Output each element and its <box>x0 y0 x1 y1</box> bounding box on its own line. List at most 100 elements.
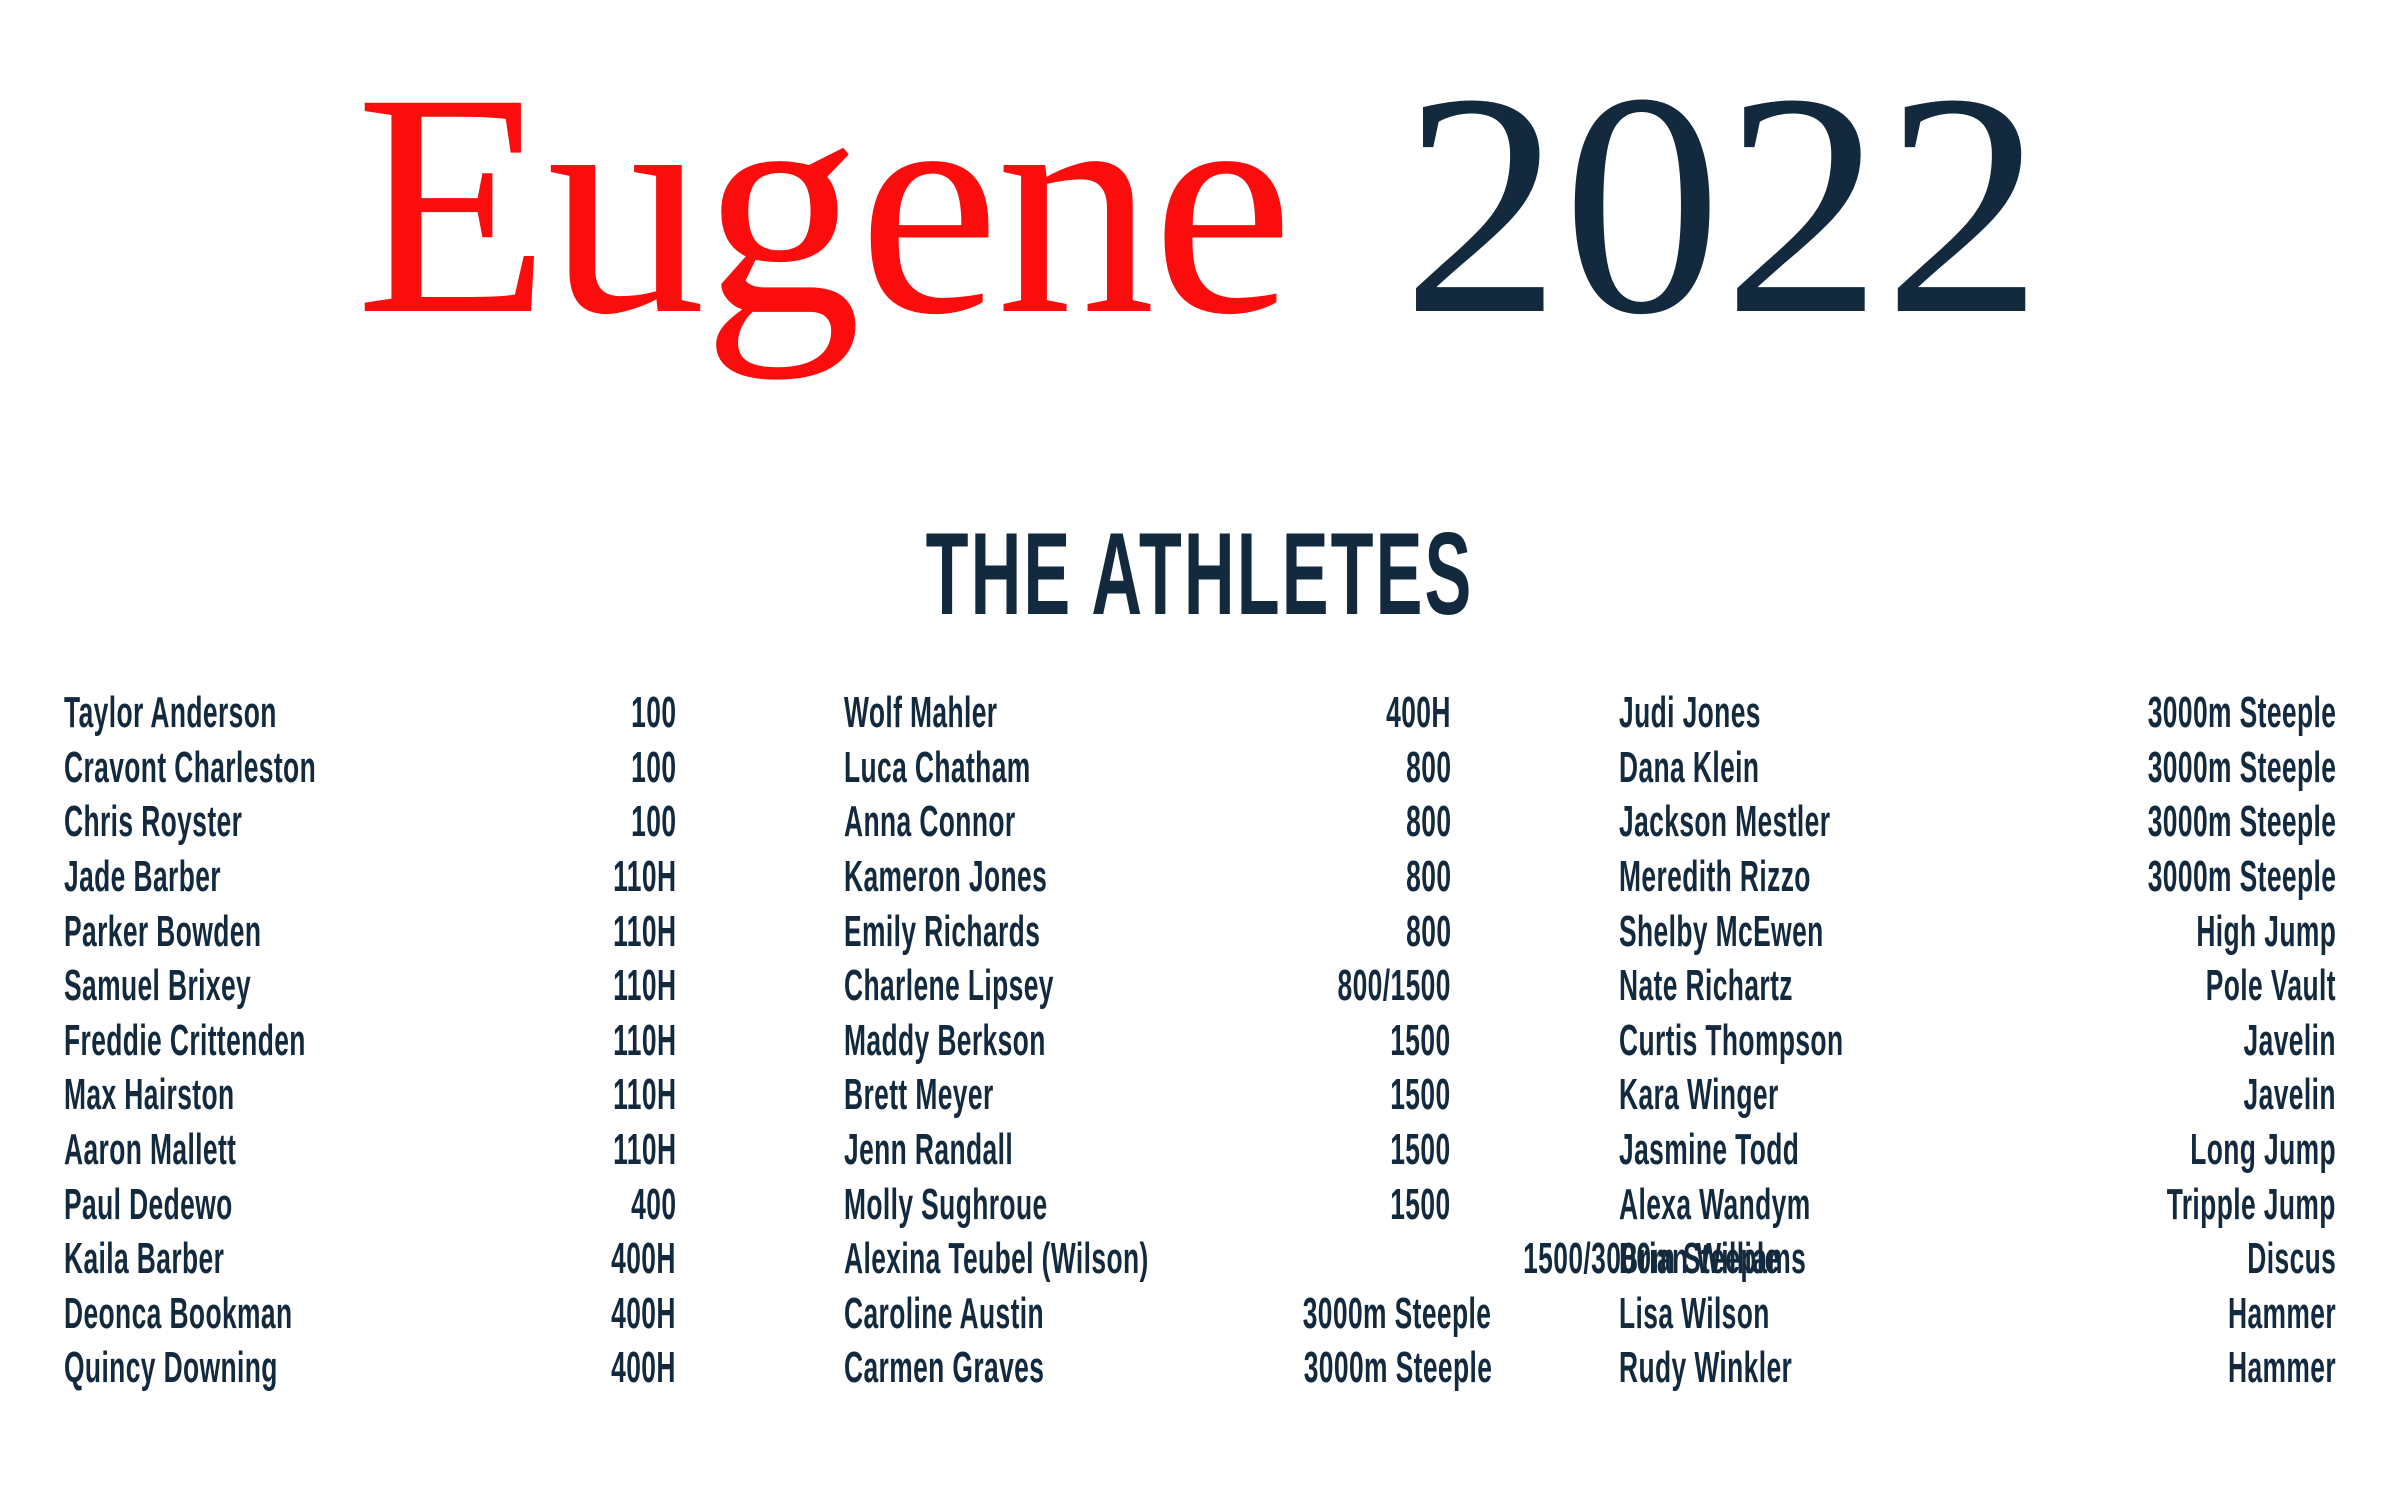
athlete-row: Kaila Barber 400H <box>64 1232 676 1287</box>
athlete-event: 800/1500 <box>1337 961 1451 1011</box>
athlete-event: 100 <box>630 797 676 847</box>
athlete-event: Pole Vault <box>2205 961 2336 1011</box>
athlete-row: Deonca Bookman 400H <box>64 1287 676 1342</box>
athlete-row: Jenn Randall 1500 <box>844 1123 1451 1178</box>
athlete-name: Carmen Graves <box>844 1343 1045 1393</box>
athlete-name: Parker Bowden <box>64 906 262 956</box>
athlete-name: Kaila Barber <box>64 1234 225 1284</box>
athlete-event: Discus <box>2247 1234 2336 1284</box>
athlete-name: Maddy Berkson <box>844 1015 1046 1065</box>
athlete-row: Cravont Charleston 100 <box>64 741 676 796</box>
athlete-row: Charlene Lipsey 800/1500 <box>844 959 1451 1014</box>
athlete-name: Shelby McEwen <box>1619 906 1824 956</box>
athlete-name: Brian Williams <box>1619 1234 1807 1284</box>
athlete-event: 1500 <box>1390 1179 1451 1229</box>
athlete-event: 110H <box>612 906 676 956</box>
section-heading-text: THE ATHLETES <box>926 507 1474 639</box>
athlete-row: Alexa Wandym Tripple Jump <box>1619 1177 2336 1232</box>
athlete-name: Charlene Lipsey <box>844 961 1054 1011</box>
athlete-name: Alexina Teubel (Wilson) <box>844 1234 1149 1284</box>
athlete-name: Kameron Jones <box>844 852 1048 902</box>
athlete-row: Molly Sughroue 1500 <box>844 1177 1451 1232</box>
athlete-event: 1500 <box>1390 1015 1451 1065</box>
athlete-name: Molly Sughroue <box>844 1179 1048 1229</box>
athlete-name: Luca Chatham <box>844 742 1031 792</box>
athlete-event: 3000m Steeple <box>1303 1288 1492 1338</box>
athlete-name: Nate Richartz <box>1619 961 1793 1011</box>
athlete-event: 800 <box>1405 906 1451 956</box>
athlete-name: Emily Richards <box>844 906 1041 956</box>
athlete-event: Hammer <box>2227 1288 2336 1338</box>
athlete-name: Quincy Downing <box>64 1343 278 1393</box>
athlete-name: Jenn Randall <box>844 1125 1014 1175</box>
athlete-name: Freddie Crittenden <box>64 1015 306 1065</box>
athlete-event: 1500/3000m Steeple <box>1522 1234 1780 1284</box>
athlete-row: Judi Jones 3000m Steeple <box>1619 686 2336 741</box>
athlete-row: Lisa Wilson Hammer <box>1619 1287 2336 1342</box>
athlete-name: Alexa Wandym <box>1619 1179 1811 1229</box>
athlete-name: Chris Royster <box>64 797 243 847</box>
athlete-row: Shelby McEwen High Jump <box>1619 904 2336 959</box>
athlete-row: Dana Klein 3000m Steeple <box>1619 741 2336 796</box>
athletes-column-1: Taylor Anderson 100 Cravont Charleston 1… <box>64 686 676 1396</box>
athlete-event: 800 <box>1405 797 1451 847</box>
athlete-name: Deonca Bookman <box>64 1288 293 1338</box>
athlete-name: Dana Klein <box>1619 742 1760 792</box>
athletes-column-3: Judi Jones 3000m Steeple Dana Klein 3000… <box>1619 686 2336 1396</box>
athlete-event: 3000m Steeple <box>2147 688 2336 738</box>
athlete-name: Brett Meyer <box>844 1070 994 1120</box>
athlete-row: Parker Bowden 110H <box>64 904 676 959</box>
athlete-event: 100 <box>630 742 676 792</box>
athlete-event: 1500 <box>1390 1070 1451 1120</box>
athlete-row: Meredith Rizzo 3000m Steeple <box>1619 850 2336 905</box>
athlete-row: Taylor Anderson 100 <box>64 686 676 741</box>
athlete-row: Jackson Mestler 3000m Steeple <box>1619 795 2336 850</box>
athlete-row: Rudy Winkler Hammer <box>1619 1341 2336 1396</box>
athlete-row: Alexina Teubel (Wilson) 1500/3000m Steep… <box>844 1232 1779 1287</box>
athlete-name: Wolf Mahler <box>844 688 998 738</box>
athlete-row: Maddy Berkson 1500 <box>844 1014 1451 1069</box>
athlete-row: Kara Winger Javelin <box>1619 1068 2336 1123</box>
athlete-event: Javelin <box>2243 1015 2336 1065</box>
athlete-name: Max Hairston <box>64 1070 235 1120</box>
athlete-event: 400H <box>611 1234 676 1284</box>
athlete-event: 400H <box>611 1343 676 1393</box>
athlete-event: 400H <box>611 1288 676 1338</box>
athlete-event: 800 <box>1405 742 1451 792</box>
athlete-name: Jackson Mestler <box>1619 797 1831 847</box>
athlete-event: 3000m Steeple <box>2147 852 2336 902</box>
page: Eugene 2022 THE ATHLETES Taylor Anderson … <box>0 18 2400 1500</box>
athlete-name: Lisa Wilson <box>1619 1288 1770 1338</box>
athlete-event: Hammer <box>2227 1343 2336 1393</box>
athletes-column-2: Wolf Mahler 400H Luca Chatham 800 Anna C… <box>844 686 1779 1396</box>
athlete-event: 110H <box>612 1015 676 1065</box>
athlete-row: Freddie Crittenden 110H <box>64 1014 676 1069</box>
athlete-row: Caroline Austin 3000m Steeple <box>844 1287 1491 1342</box>
athlete-name: Caroline Austin <box>844 1288 1045 1338</box>
athlete-event: 110H <box>612 1070 676 1120</box>
athlete-name: Taylor Anderson <box>64 688 277 738</box>
athlete-row: Samuel Brixey 110H <box>64 959 676 1014</box>
athlete-name: Judi Jones <box>1619 688 1761 738</box>
athlete-row: Luca Chatham 800 <box>844 741 1451 796</box>
athlete-event: Long Jump <box>2190 1125 2336 1175</box>
athlete-name: Kara Winger <box>1619 1070 1779 1120</box>
athlete-event: 3000m Steeple <box>2147 742 2336 792</box>
athlete-event: 400H <box>1386 688 1451 738</box>
athlete-name: Curtis Thompson <box>1619 1015 1844 1065</box>
athlete-event: 100 <box>630 688 676 738</box>
athlete-name: Samuel Brixey <box>64 961 252 1011</box>
athlete-name: Rudy Winkler <box>1619 1343 1793 1393</box>
athlete-event: 110H <box>612 1125 676 1175</box>
athlete-event: 3000m Steeple <box>1303 1343 1493 1393</box>
athlete-row: Emily Richards 800 <box>844 904 1451 959</box>
athlete-row: Brett Meyer 1500 <box>844 1068 1451 1123</box>
athlete-name: Jasmine Todd <box>1619 1125 1800 1175</box>
athlete-name: Paul Dedewo <box>64 1179 233 1229</box>
athlete-row: Max Hairston 110H <box>64 1068 676 1123</box>
athlete-row: Anna Connor 800 <box>844 795 1451 850</box>
athlete-row: Paul Dedewo 400 <box>64 1177 676 1232</box>
athlete-row: Nate Richartz Pole Vault <box>1619 959 2336 1014</box>
athlete-event: 3000m Steeple <box>2147 797 2336 847</box>
athlete-event: Tripple Jump <box>2166 1179 2336 1229</box>
